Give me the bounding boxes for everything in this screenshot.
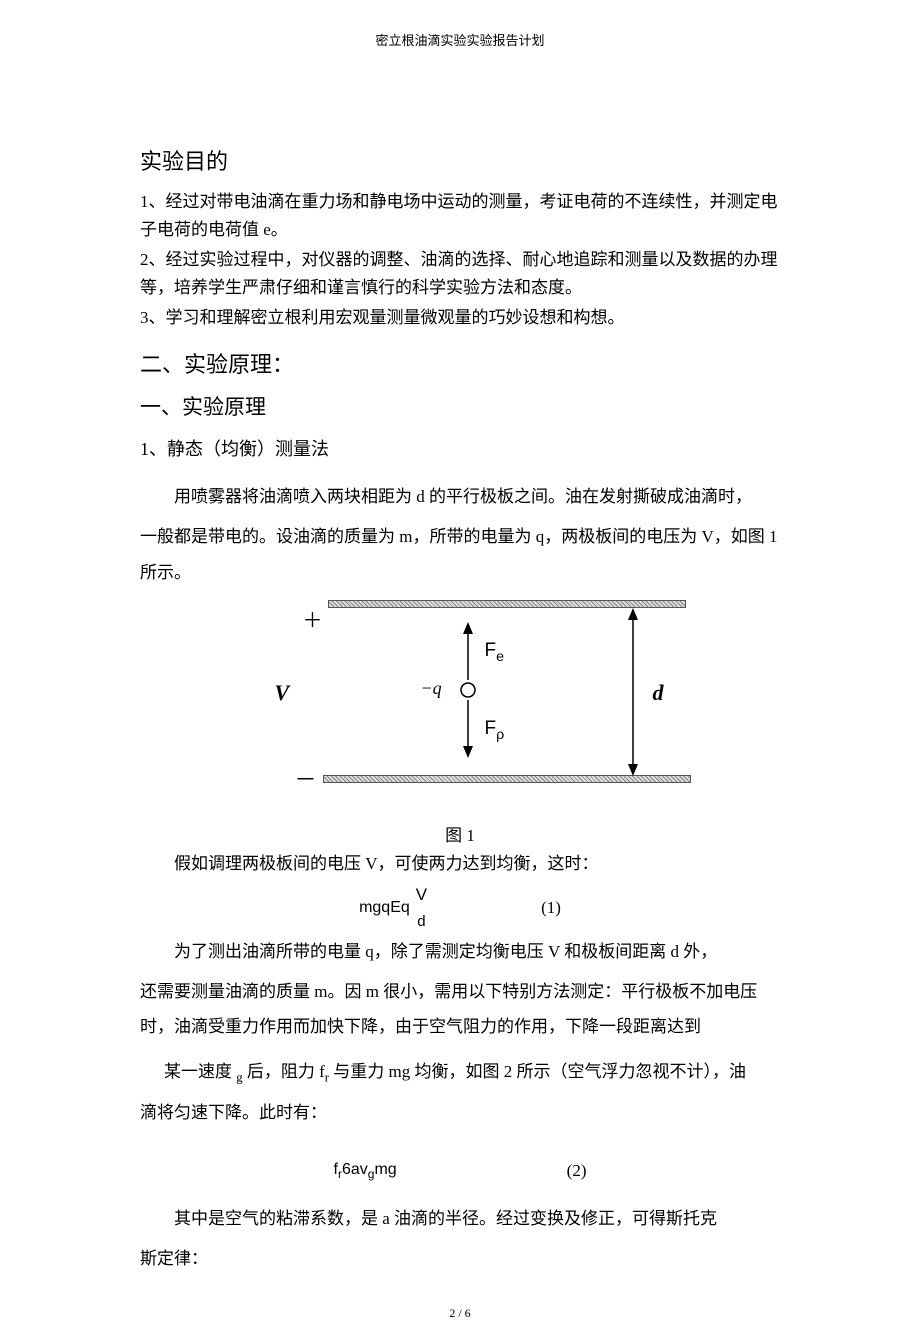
- after-eq1-p4: 滴将匀速下降。此时有：: [140, 1095, 780, 1131]
- document-header: 密立根油滴实验实验报告计划: [140, 30, 780, 49]
- figure1-caption: 图 1: [140, 821, 780, 846]
- purpose-item-2: 2、经过实验过程中，对仪器的调整、油滴的选择、耐心地追踪和测量以及数据的办理等，…: [140, 246, 780, 302]
- page-footer: 2 / 6: [0, 1306, 920, 1321]
- after-eq1-p1: 为了测出油滴所带的电量 q，除了需测定均衡电压 V 和极板间距离 d 外，: [140, 934, 780, 970]
- equation1-main: mgqEq V d: [359, 890, 431, 925]
- equation2-row: fr6avgmg (2): [140, 1151, 780, 1191]
- figure1-droplet: [461, 683, 475, 697]
- after-eq2-p2: 斯定律：: [140, 1241, 780, 1277]
- after-fig1-p1: 假如调理两极板间的电压 V，可使两力达到均衡，这时：: [140, 846, 780, 882]
- equation1-row: mgqEq V d (1): [140, 888, 780, 928]
- after-eq1-p3: 某一速度 g 后，阻力 fr 与重力 mg 均衡，如图 2 所示（空气浮力忽视不…: [164, 1053, 780, 1091]
- purpose-item-3: 3、学习和理解密立根利用宏观量测量微观量的巧妙设想和构想。: [140, 304, 780, 332]
- after-eq1-p2: 还需要测量油滴的质量 m。因 m 很小，需用以下特别方法测定：平行极板不加电压时…: [140, 974, 780, 1045]
- equation2-main: fr6avgmg: [334, 1161, 397, 1181]
- method1-title: 1、静态（均衡）测量法: [140, 435, 780, 461]
- figure1-d-arrow-head-bottom: [628, 764, 638, 776]
- figure1: ＋ － V d −q Fe Fρ: [233, 600, 688, 815]
- principle-title: 二、实验原理：: [140, 347, 780, 379]
- equation1-frac-top: V: [412, 886, 431, 903]
- purpose-item-1: 1、经过对带电油滴在重力场和静电场中运动的测量，考证电荷的不连续性，并测定电子电…: [140, 188, 780, 244]
- figure1-arrow-down-head: [463, 746, 473, 758]
- figure1-container: ＋ － V d −q Fe Fρ: [140, 600, 780, 815]
- figure1-svg: [233, 600, 688, 815]
- equation1-num: (1): [541, 898, 561, 918]
- header-title: 密立根油滴实验实验报告计划: [375, 33, 544, 48]
- equation1-frac-bot: d: [413, 914, 429, 929]
- equation1-lhs: mgqEq: [359, 899, 410, 917]
- equation2-num: (2): [567, 1161, 587, 1181]
- document-page: 密立根油滴实验实验报告计划 实验目的 1、经过对带电油滴在重力场和静电场中运动的…: [0, 0, 920, 1341]
- principle-subtitle: 一、实验原理: [140, 391, 780, 421]
- figure1-d-arrow-head-top: [628, 608, 638, 620]
- equation1-frac-bar: [412, 908, 430, 909]
- figure1-arrow-up-head: [463, 622, 473, 634]
- page-number: 2 / 6: [449, 1306, 470, 1320]
- purpose-title: 实验目的: [140, 144, 780, 176]
- equation1-fraction: V d: [412, 890, 431, 925]
- method1-para2: 一般都是带电的。设油滴的质量为 m，所带的电量为 q，两极板间的电压为 V，如图…: [140, 519, 780, 590]
- spacer2: [140, 1135, 780, 1145]
- after-eq2-p1: 其中是空气的粘滞系数，是 a 油滴的半径。经过变换及修正，可得斯托克: [140, 1201, 780, 1237]
- method1-para1: 用喷雾器将油滴喷入两块相距为 d 的平行极板之间。油在发射撕破成油滴时，: [140, 479, 780, 515]
